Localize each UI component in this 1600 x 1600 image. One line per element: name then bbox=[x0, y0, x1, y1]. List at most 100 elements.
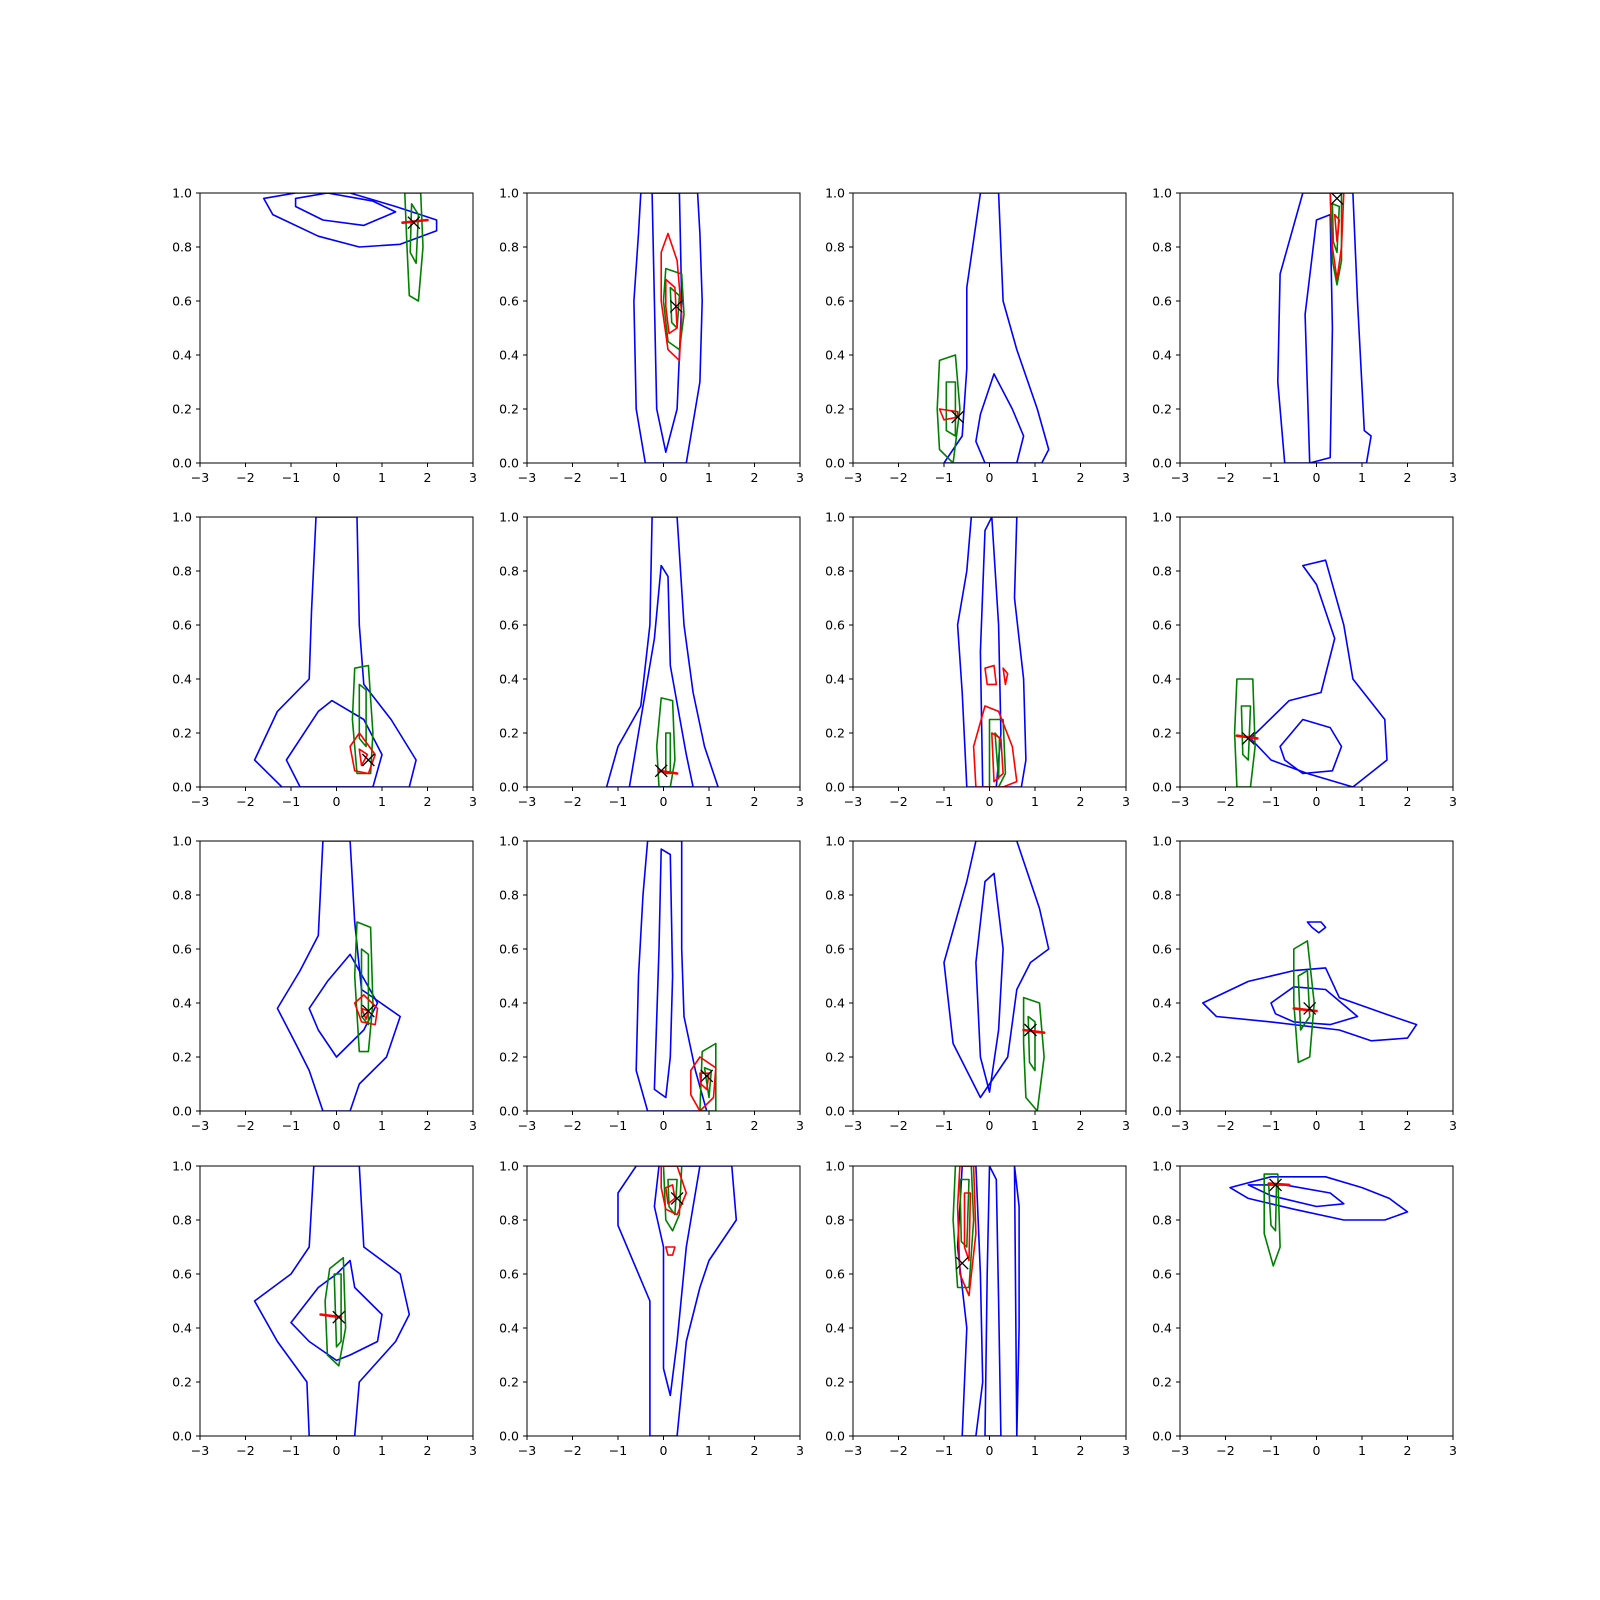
red-contour bbox=[353, 994, 379, 1026]
x-tick-label: 2 bbox=[751, 470, 759, 485]
truth-x-marker bbox=[1241, 731, 1255, 745]
truth-x-marker bbox=[1023, 1023, 1037, 1037]
y-tick-label: 1.0 bbox=[1152, 510, 1172, 525]
blue-contour bbox=[1013, 1166, 1020, 1436]
subplot-15: −3 −2 −1 0 1 2 3 0.0 0.2 0.4 0.6 0.8 1.0 bbox=[825, 1159, 1130, 1459]
red-contour bbox=[360, 1007, 370, 1021]
x-tick-label: −2 bbox=[1216, 1118, 1234, 1133]
y-tick-label: 1.0 bbox=[499, 510, 519, 525]
y-tick-label: 1.0 bbox=[825, 1159, 845, 1174]
x-tick-label: 1 bbox=[1358, 794, 1366, 809]
green-contour bbox=[664, 732, 672, 775]
x-tick-label: 2 bbox=[424, 470, 432, 485]
y-tick-label: 0.8 bbox=[172, 240, 192, 255]
y-tick-label: 0.4 bbox=[499, 348, 519, 363]
green-contour bbox=[699, 1042, 717, 1111]
blue-contour bbox=[1279, 718, 1343, 775]
blue-contour bbox=[628, 564, 694, 787]
blue-contour bbox=[308, 953, 379, 1058]
subplot-10: −3 −2 −1 0 1 2 3 0.0 0.2 0.4 0.6 0.8 1.0 bbox=[499, 834, 804, 1134]
x-tick-label: 3 bbox=[1122, 1443, 1130, 1458]
red-contour bbox=[1022, 1028, 1046, 1034]
x-tick-label: 0 bbox=[986, 1443, 994, 1458]
blue-contour bbox=[253, 517, 417, 787]
subplot-9: −3 −2 −1 0 1 2 3 0.0 0.2 0.4 0.6 0.8 1.0 bbox=[172, 834, 477, 1134]
green-contour bbox=[959, 1178, 970, 1248]
y-tick-label: 0.4 bbox=[1152, 348, 1172, 363]
x-tick-label: −1 bbox=[282, 1118, 300, 1133]
green-contour bbox=[1331, 203, 1341, 254]
y-tick-label: 0.0 bbox=[825, 456, 845, 471]
y-tick-label: 0.4 bbox=[825, 672, 845, 687]
x-tick-label: −2 bbox=[889, 794, 907, 809]
axes-frame bbox=[852, 192, 1127, 464]
plot-area bbox=[943, 841, 1050, 1111]
x-tick-label: −3 bbox=[191, 794, 209, 809]
y-tick-label: 1.0 bbox=[825, 510, 845, 525]
blue-contour bbox=[253, 1166, 411, 1436]
red-contour bbox=[664, 1184, 676, 1205]
x-tick-label: 0 bbox=[333, 470, 341, 485]
y-tick-label: 0.2 bbox=[172, 1050, 192, 1065]
y-tick-label: 1.0 bbox=[172, 834, 192, 849]
green-contour bbox=[1263, 1173, 1281, 1267]
subplot-6: −3 −2 −1 0 1 2 3 0.0 0.2 0.4 0.6 0.8 1.0 bbox=[499, 510, 804, 810]
x-tick-label: 3 bbox=[1122, 794, 1130, 809]
y-tick-label: 1.0 bbox=[1152, 1159, 1172, 1174]
blue-contour bbox=[651, 193, 683, 454]
y-tick-label: 0.8 bbox=[825, 888, 845, 903]
y-tick-label: 0.8 bbox=[499, 564, 519, 579]
x-tick-label: −3 bbox=[191, 470, 209, 485]
y-tick-label: 0.6 bbox=[172, 942, 192, 957]
x-tick-label: −1 bbox=[935, 1118, 953, 1133]
y-tick-label: 0.2 bbox=[1152, 402, 1172, 417]
y-tick-label: 0.8 bbox=[825, 564, 845, 579]
plot-area bbox=[952, 1166, 1020, 1436]
green-contour bbox=[988, 718, 1007, 787]
y-tick-label: 0.0 bbox=[499, 1429, 519, 1444]
red-contour bbox=[660, 232, 683, 362]
blue-contour bbox=[262, 193, 438, 248]
x-tick-label: 3 bbox=[1449, 470, 1457, 485]
x-tick-label: −3 bbox=[191, 1443, 209, 1458]
y-tick-label: 0.6 bbox=[172, 618, 192, 633]
green-contour bbox=[936, 354, 961, 463]
axes-frame bbox=[1179, 840, 1454, 1112]
blue-contour bbox=[979, 517, 1002, 787]
red-contour bbox=[1002, 667, 1009, 686]
truth-x-marker bbox=[955, 1256, 969, 1270]
red-contour bbox=[1267, 1182, 1291, 1187]
x-tick-label: 1 bbox=[378, 1118, 386, 1133]
x-tick-label: 2 bbox=[1077, 794, 1085, 809]
x-tick-label: 2 bbox=[424, 794, 432, 809]
y-tick-label: 0.2 bbox=[499, 402, 519, 417]
y-tick-label: 0.2 bbox=[825, 1375, 845, 1390]
subplot-5: −3 −2 −1 0 1 2 3 0.0 0.2 0.4 0.6 0.8 1.0 bbox=[172, 510, 477, 810]
y-tick-label: 0.6 bbox=[825, 942, 845, 957]
green-contour bbox=[1233, 678, 1256, 787]
y-tick-label: 0.0 bbox=[499, 456, 519, 471]
x-tick-label: −3 bbox=[844, 1443, 862, 1458]
plot-area bbox=[1277, 193, 1372, 463]
x-tick-label: 2 bbox=[424, 1118, 432, 1133]
x-tick-label: 2 bbox=[751, 794, 759, 809]
blue-contour bbox=[975, 872, 1004, 1093]
green-contour bbox=[1027, 1015, 1036, 1072]
x-tick-label: −1 bbox=[609, 470, 627, 485]
subplot-16: −3 −2 −1 0 1 2 3 0.0 0.2 0.4 0.6 0.8 1.0 bbox=[1152, 1159, 1457, 1459]
y-tick-label: 0.6 bbox=[1152, 618, 1172, 633]
blue-contour bbox=[943, 193, 1050, 463]
y-tick-label: 0.6 bbox=[825, 294, 845, 309]
red-contour bbox=[1329, 193, 1345, 281]
x-tick-label: 1 bbox=[705, 470, 713, 485]
green-contour bbox=[662, 1166, 683, 1232]
x-tick-label: −2 bbox=[236, 1118, 254, 1133]
x-tick-label: −2 bbox=[236, 1443, 254, 1458]
blue-contour bbox=[1304, 213, 1334, 463]
plot-area bbox=[635, 841, 717, 1111]
green-contour bbox=[324, 1257, 347, 1367]
x-tick-label: 3 bbox=[469, 1443, 477, 1458]
y-tick-label: 0.4 bbox=[825, 996, 845, 1011]
x-tick-label: −1 bbox=[935, 1443, 953, 1458]
x-tick-label: 1 bbox=[1031, 470, 1039, 485]
